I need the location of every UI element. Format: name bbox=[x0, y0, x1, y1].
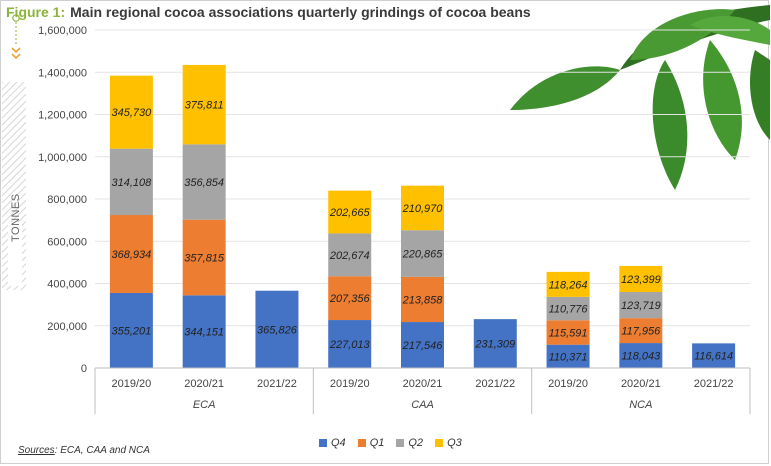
data-label: 123,719 bbox=[621, 300, 661, 312]
y-tick-label: 1,600,000 bbox=[38, 25, 87, 37]
legend-swatch bbox=[435, 439, 444, 447]
y-tick-label: 1,000,000 bbox=[38, 152, 87, 164]
x-tick-label: 2019/20 bbox=[330, 378, 370, 390]
group-label: CAA bbox=[411, 399, 434, 411]
chevron-marker-icon bbox=[11, 14, 21, 60]
x-tick-label: 2019/20 bbox=[548, 378, 588, 390]
bar-segment-q4 bbox=[182, 295, 226, 368]
data-label: 345,730 bbox=[112, 107, 153, 119]
data-label: 207,356 bbox=[329, 293, 371, 305]
data-label: 116,614 bbox=[694, 351, 733, 363]
y-tick-label: 0 bbox=[81, 363, 87, 375]
x-tick-label: 2021/22 bbox=[475, 378, 515, 390]
legend-label: Q1 bbox=[369, 437, 385, 449]
bar-segment-q2 bbox=[182, 144, 226, 220]
bar-segment-q1 bbox=[546, 320, 590, 345]
group-label: ECA bbox=[193, 399, 216, 411]
bar-segment-q3 bbox=[182, 64, 226, 145]
data-label: 231,309 bbox=[474, 339, 515, 351]
data-label: 356,854 bbox=[184, 177, 224, 189]
bar-segment-q2 bbox=[401, 230, 444, 277]
legend-swatch bbox=[319, 439, 327, 447]
data-label: 210,970 bbox=[402, 203, 444, 215]
group-label: NCA bbox=[629, 399, 652, 411]
data-label: 123,399 bbox=[621, 274, 661, 286]
y-tick-label: 800,000 bbox=[47, 194, 87, 206]
bar-segment-q4 bbox=[546, 344, 590, 368]
bar-segment-q4 bbox=[619, 343, 663, 368]
x-tick-label: 2021/22 bbox=[257, 378, 297, 390]
data-label: 202,665 bbox=[329, 207, 371, 219]
x-tick-label: 2021/22 bbox=[694, 378, 734, 390]
bar-segment-q1 bbox=[619, 318, 663, 344]
legend-item-q4: Q4 bbox=[319, 437, 346, 449]
legend-item-q3: Q3 bbox=[435, 437, 462, 449]
legend-swatch bbox=[357, 439, 366, 447]
bar-segment-q1 bbox=[182, 219, 226, 296]
data-label: 368,934 bbox=[112, 249, 152, 261]
data-label: 365,826 bbox=[257, 324, 298, 336]
bar-segment-q3 bbox=[401, 185, 444, 231]
y-tick-label: 400,000 bbox=[47, 279, 87, 291]
data-label: 344,151 bbox=[184, 327, 224, 339]
bar-segment-q2 bbox=[619, 292, 663, 319]
legend-label: Q3 bbox=[447, 437, 462, 449]
chart-legend: Q4 Q1 Q2 Q3 bbox=[319, 437, 462, 449]
bar-segment-q2 bbox=[109, 148, 153, 216]
bar-segment-q3 bbox=[109, 75, 153, 149]
data-label: 118,043 bbox=[621, 351, 661, 363]
bar-segment-q3 bbox=[546, 271, 590, 297]
legend-item-q2: Q2 bbox=[396, 437, 423, 449]
y-tick-label: 200,000 bbox=[47, 321, 87, 333]
data-label: 220,865 bbox=[402, 249, 444, 261]
x-tick-label: 2019/20 bbox=[112, 378, 152, 390]
x-tick-label: 2020/21 bbox=[621, 378, 661, 390]
data-label: 213,858 bbox=[402, 294, 444, 306]
sources-label: Sources bbox=[18, 445, 55, 456]
bar-segment-q4 bbox=[692, 343, 736, 368]
data-label: 117,956 bbox=[621, 326, 661, 338]
bar-segment-q4 bbox=[473, 319, 517, 368]
data-label: 357,815 bbox=[184, 253, 225, 265]
x-tick-label: 2020/21 bbox=[184, 378, 224, 390]
data-label: 202,674 bbox=[329, 250, 370, 262]
bar-segment-q1 bbox=[328, 276, 372, 321]
figure-title: Main regional cocoa associations quarter… bbox=[70, 4, 531, 20]
bar-segment-q4 bbox=[401, 322, 444, 368]
data-label: 355,201 bbox=[112, 325, 152, 337]
bar-segment-q1 bbox=[109, 215, 153, 293]
bar-segment-q2 bbox=[328, 233, 372, 277]
y-tick-label: 1,200,000 bbox=[38, 110, 87, 122]
bar-segment-q4 bbox=[255, 290, 299, 368]
bar-segment-q4 bbox=[109, 292, 153, 368]
bar-segment-q3 bbox=[328, 190, 372, 234]
legend-swatch bbox=[396, 439, 405, 447]
bar-segment-q2 bbox=[546, 296, 590, 321]
data-label: 110,776 bbox=[549, 304, 589, 316]
y-tick-label: 1,400,000 bbox=[38, 67, 87, 79]
y-tick-label: 600,000 bbox=[47, 236, 87, 248]
x-tick-label: 2020/21 bbox=[403, 378, 443, 390]
data-label: 217,546 bbox=[402, 340, 444, 352]
data-label: 118,264 bbox=[549, 279, 588, 291]
bar-segment-q1 bbox=[401, 276, 444, 323]
data-label: 375,811 bbox=[185, 100, 224, 112]
sources-text: : ECA, CAA and NCA bbox=[54, 445, 150, 456]
data-label: 314,108 bbox=[112, 177, 153, 189]
data-label: 115,591 bbox=[549, 327, 588, 339]
bar-segment-q4 bbox=[328, 320, 372, 368]
data-label: 110,371 bbox=[549, 351, 588, 363]
figure-label: Figure 1: bbox=[6, 4, 66, 20]
legend-label: Q4 bbox=[331, 437, 346, 449]
figure-title-row: Figure 1: Main regional cocoa associatio… bbox=[6, 2, 531, 22]
cocoa-leaves-icon bbox=[510, 5, 770, 190]
bar-segment-q3 bbox=[619, 265, 663, 293]
data-label: 227,013 bbox=[329, 339, 371, 351]
legend-label: Q2 bbox=[408, 437, 424, 449]
hatched-label-band bbox=[2, 82, 26, 290]
sources-note: Sources: ECA, CAA and NCA bbox=[18, 445, 150, 456]
legend-item-q1: Q1 bbox=[357, 437, 385, 449]
